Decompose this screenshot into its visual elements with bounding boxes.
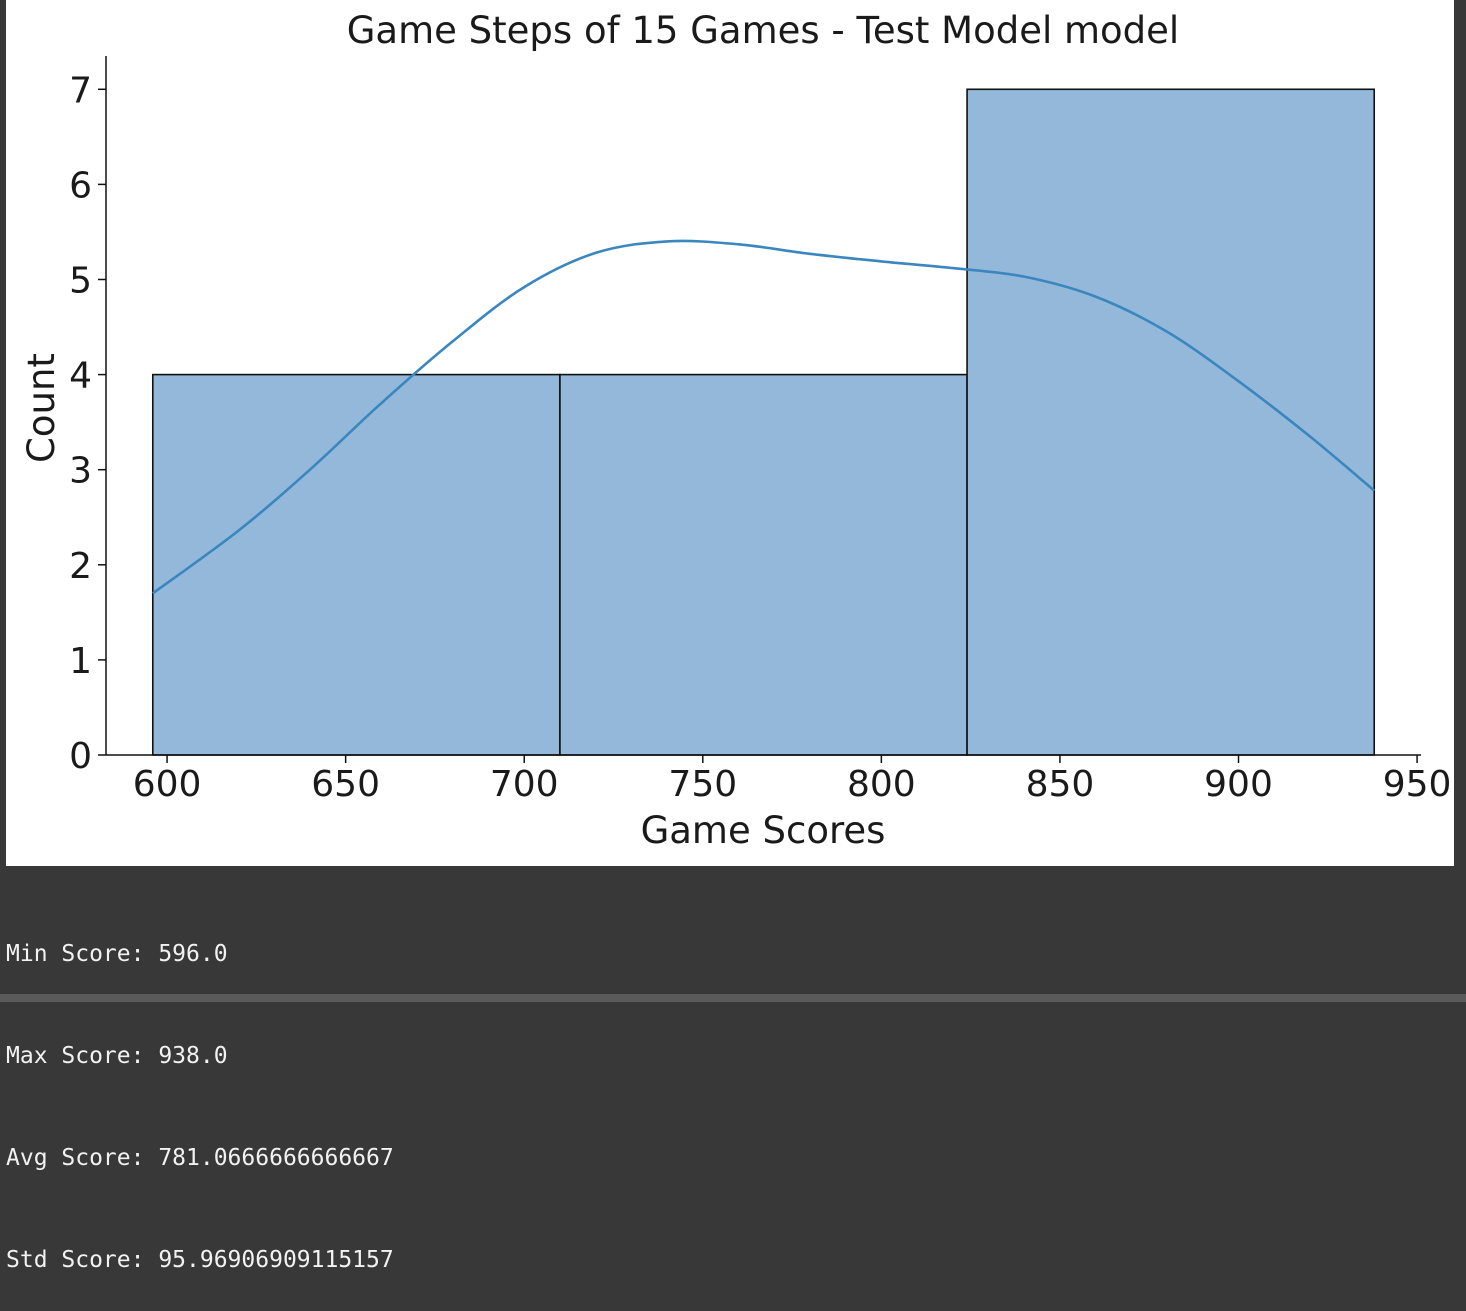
x-tick-label: 900 <box>1204 764 1273 805</box>
chart-title: Game Steps of 15 Games - Test Model mode… <box>347 9 1179 52</box>
x-tick-label: 650 <box>311 764 380 805</box>
y-tick-label: 2 <box>69 546 92 587</box>
output-line-std: Std Score: 95.96906909115157 <box>6 1247 394 1273</box>
kde-curve <box>152 239 1376 595</box>
y-tick-label: 4 <box>69 356 92 397</box>
y-tick-label: 3 <box>69 451 92 492</box>
histogram-bar-3 <box>966 88 1376 756</box>
y-tick-label: 6 <box>69 165 92 206</box>
horizontal-scrollbar[interactable] <box>0 994 1466 1002</box>
console-output: Min Score: 596.0 Max Score: 938.0 Avg Sc… <box>6 869 1460 1311</box>
histogram-bar-2 <box>559 373 968 756</box>
x-tick-label: 950 <box>1383 764 1452 805</box>
x-tick-label: 800 <box>847 764 916 805</box>
histogram-bar-1 <box>151 373 561 756</box>
output-line-min: Min Score: 596.0 <box>6 941 228 967</box>
x-tick-label: 700 <box>490 764 559 805</box>
chart-figure: Game Steps of 15 Games - Test Model mode… <box>6 0 1454 866</box>
y-tick-label: 1 <box>69 641 92 682</box>
x-tick-label: 750 <box>668 764 737 805</box>
y-tick-label: 7 <box>69 70 92 111</box>
x-axis-label: Game Scores <box>641 809 886 852</box>
output-line-avg: Avg Score: 781.0666666666667 <box>6 1145 394 1171</box>
y-tick-label: 0 <box>69 736 92 777</box>
x-tick-label: 850 <box>1026 764 1095 805</box>
y-tick-label: 5 <box>69 260 92 301</box>
y-axis-label: Count <box>20 353 63 463</box>
output-line-max: Max Score: 938.0 <box>6 1043 228 1069</box>
histogram-chart: Game Steps of 15 Games - Test Model mode… <box>20 9 1452 852</box>
x-tick-label: 600 <box>133 764 202 805</box>
